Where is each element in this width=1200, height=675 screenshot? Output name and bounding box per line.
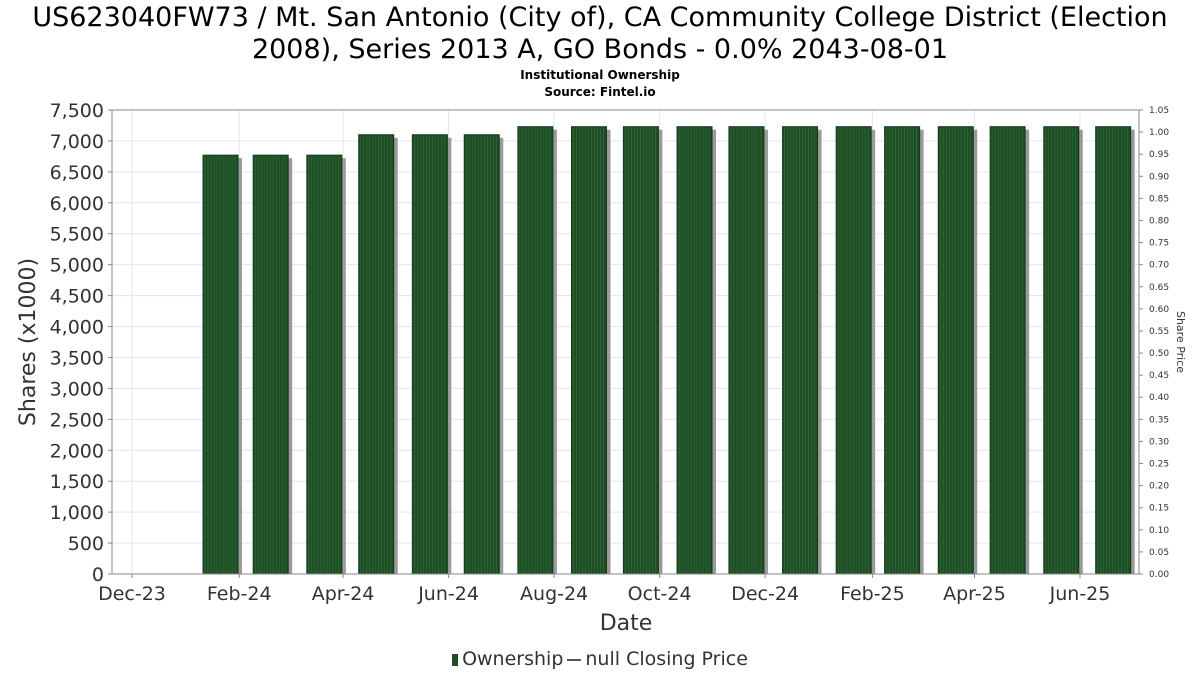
ownership-bar: [622, 126, 663, 575]
y-tick-label: 6,000: [50, 193, 104, 215]
y2-tick-label: 0.25: [1149, 460, 1169, 470]
y2-tick-label: 1.00: [1149, 128, 1169, 138]
y-axis-ticks: 0 500 1,000 1,500 2,000 2,500 3,000 3,500 4,000 4…: [50, 100, 112, 586]
ownership-legend-swatch: [452, 653, 459, 666]
ownership-bar: [1043, 126, 1083, 575]
ownership-bar: [835, 126, 876, 575]
y-tick-label: 7,000: [50, 131, 104, 153]
y-tick-label: 3,500: [50, 347, 104, 369]
y-tick-label: 5,500: [50, 224, 104, 246]
chart-title-line-2: 2008), Series 2013 A, GO Bonds - 0.0% 20…: [251, 34, 949, 65]
y-tick-label: 6,500: [50, 162, 104, 184]
y-tick-label: 0: [92, 564, 104, 586]
y2-tick-label: 0.85: [1149, 194, 1169, 204]
y2-tick-label: 0.45: [1149, 371, 1169, 381]
y-tick-label: 3,000: [50, 378, 104, 400]
x-axis-ticks: Dec-23 Feb-24 Apr-24 Jun-24 Aug-24 Oct-24 Dec-…: [98, 574, 1110, 605]
y2-tick-label: 0.10: [1149, 526, 1169, 536]
y2-tick-label: 0.05: [1149, 548, 1169, 558]
y2-tick-label: 0.80: [1149, 216, 1169, 226]
x-tick-label: Jun-24: [417, 583, 479, 605]
y2-tick-label: 0.20: [1149, 482, 1169, 492]
y2-tick-label: 0.95: [1149, 150, 1169, 160]
x-tick-label: Apr-25: [943, 583, 1006, 605]
bars: [202, 126, 1135, 575]
y2-tick-label: 0.35: [1149, 415, 1169, 425]
x-tick-label: Apr-24: [312, 583, 375, 605]
y2-tick-label: 1.05: [1149, 106, 1169, 116]
y-tick-label: 1,500: [50, 471, 104, 493]
ownership-bar: [728, 126, 768, 575]
ownership-bar: [571, 126, 611, 575]
y2-tick-label: 0.00: [1149, 570, 1169, 580]
ownership-legend-label: Ownership: [462, 648, 564, 670]
y2-tick-label: 0.70: [1149, 261, 1169, 271]
plot-area-frame: [111, 109, 1140, 575]
ownership-bar: [517, 126, 557, 575]
chart-source: Source: Fintel.io: [544, 85, 656, 99]
ownership-bar: [411, 134, 452, 575]
y-tick-label: 4,000: [50, 317, 104, 339]
ownership-bar: [989, 126, 1030, 575]
price-legend-swatch: [567, 658, 582, 661]
y2-tick-label: 0.15: [1149, 504, 1169, 514]
y2-tick-label: 0.65: [1149, 283, 1169, 293]
ownership-bar: [884, 126, 924, 575]
ownership-bar: [202, 154, 243, 575]
y2-axis-title: Share Price: [1174, 311, 1187, 373]
y2-tick-label: 0.50: [1149, 349, 1169, 359]
chart-legend: Ownership null Closing Price: [0, 648, 1200, 670]
x-axis-title: Date: [600, 611, 653, 636]
y2-tick-label: 0.75: [1149, 239, 1169, 249]
ownership-bar: [358, 134, 398, 575]
x-tick-label: Aug-24: [520, 583, 588, 605]
x-tick-label: Oct-24: [628, 583, 692, 605]
y2-tick-label: 0.30: [1149, 437, 1169, 447]
y-tick-label: 500: [68, 533, 104, 555]
y-axis-title: Shares (x1000): [16, 258, 41, 426]
ownership-bar: [1095, 126, 1135, 575]
y-tick-label: 4,500: [50, 286, 104, 308]
chart-title-line-1: US623040FW73 / Mt. San Antonio (City of)…: [32, 2, 1168, 33]
ownership-bar: [937, 126, 978, 575]
x-tick-label: Jun-25: [1049, 583, 1111, 605]
y-tick-label: 2,500: [50, 409, 104, 431]
ownership-bar: [306, 154, 346, 575]
y-tick-label: 7,500: [50, 100, 104, 122]
ownership-bar: [252, 154, 293, 575]
x-tick-label: Dec-24: [731, 583, 799, 605]
y-tick-label: 2,000: [50, 440, 104, 462]
y2-tick-label: 0.55: [1149, 327, 1169, 337]
ownership-bar: [782, 126, 822, 575]
y2-tick-label: 0.60: [1149, 305, 1169, 315]
x-tick-label: Feb-25: [840, 583, 905, 605]
y-tick-label: 1,000: [50, 502, 104, 524]
ownership-bar: [676, 126, 717, 575]
x-tick-label: Feb-24: [207, 583, 272, 605]
y-tick-label: 5,000: [50, 255, 104, 277]
price-legend-label: null Closing Price: [585, 648, 748, 670]
x-tick-label: Dec-23: [98, 583, 166, 605]
y2-axis-ticks: 0.00 0.05 0.10 0.15 0.20 0.25 0.30 0.35 0.40 0.45…: [1139, 106, 1169, 580]
y2-tick-label: 0.40: [1149, 393, 1169, 403]
chart-subtitle: Institutional Ownership: [520, 68, 680, 82]
y2-tick-label: 0.90: [1149, 172, 1169, 182]
ownership-bar: [463, 134, 504, 575]
